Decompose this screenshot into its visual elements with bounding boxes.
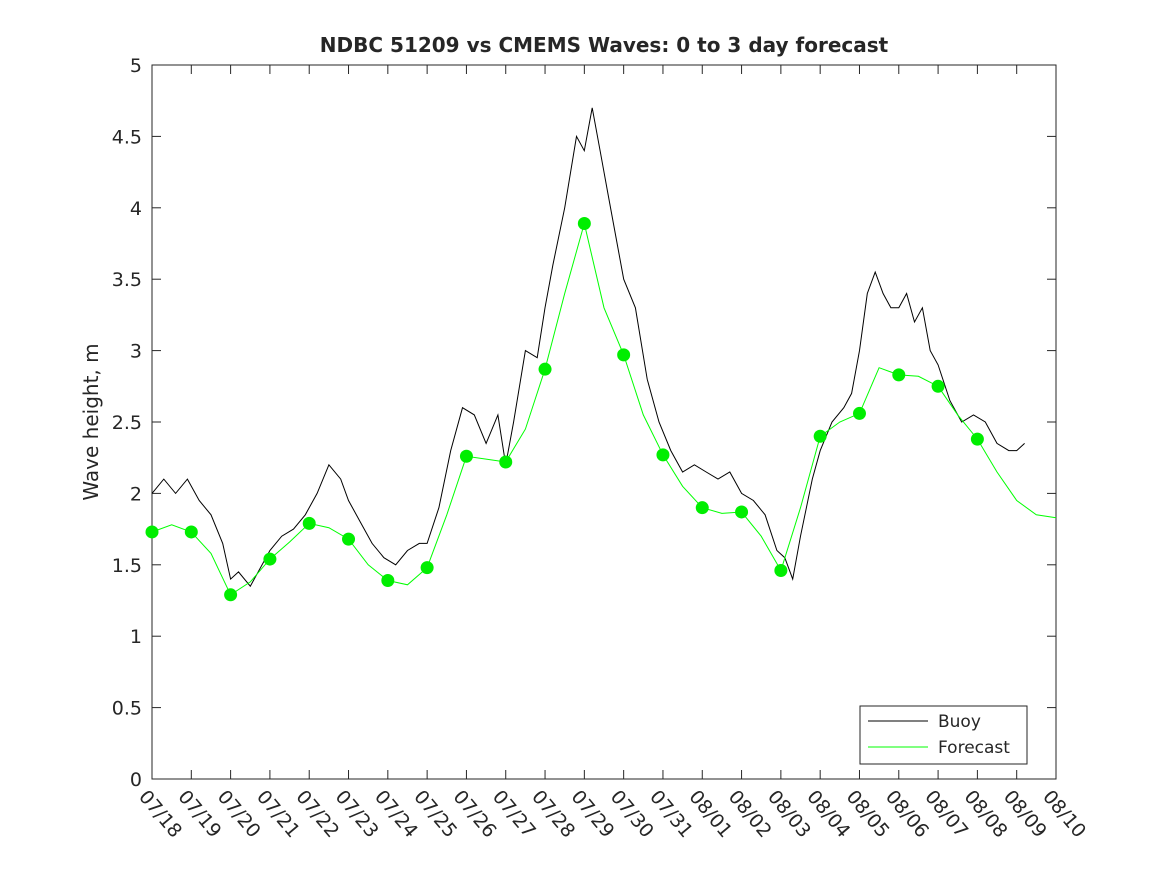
forecast-marker	[774, 564, 788, 578]
forecast-marker	[302, 516, 316, 530]
x-tick-label: 08/06	[881, 786, 933, 842]
forecast-markers	[145, 217, 984, 602]
y-tick-label: 1.5	[112, 555, 142, 577]
y-tick-label: 5	[130, 55, 142, 77]
forecast-marker	[617, 348, 631, 362]
x-tick-label: 07/19	[173, 786, 225, 842]
forecast-marker	[852, 406, 866, 420]
x-tick-label: 08/01	[684, 786, 736, 842]
y-tick-label: 4.5	[112, 126, 142, 148]
y-tick-label: 3.5	[112, 269, 142, 291]
forecast-marker	[577, 217, 591, 231]
x-tick-label: 08/10	[1038, 786, 1090, 842]
forecast-marker	[656, 448, 670, 462]
y-tick-label: 3	[130, 341, 142, 363]
x-tick-label: 08/03	[763, 786, 815, 842]
y-tick-label: 4	[130, 198, 142, 220]
series-layer	[151, 107, 1057, 596]
y-tick-label: 0.5	[112, 698, 142, 720]
forecast-marker	[970, 432, 984, 446]
forecast-marker	[342, 532, 356, 546]
x-tick-label: 07/26	[449, 786, 501, 842]
forecast-marker	[145, 525, 159, 539]
y-tick-label: 2	[130, 483, 142, 505]
y-axis-ticks: 0 0.5 1 1.5 2 2.5 3 3.5 4 4.5 5	[112, 55, 1056, 791]
legend: Buoy Forecast	[859, 705, 1028, 765]
forecast-marker	[184, 525, 198, 539]
y-tick-label: 1	[130, 626, 142, 648]
x-tick-label: 07/27	[488, 786, 540, 842]
forecast-marker	[263, 552, 277, 566]
forecast-marker	[695, 501, 709, 515]
y-tick-label: 2.5	[112, 412, 142, 434]
forecast-marker	[459, 449, 473, 463]
y-tick-label: 0	[130, 769, 142, 791]
x-tick-label: 07/28	[527, 786, 579, 842]
x-tick-label: 08/05	[842, 786, 894, 842]
x-tick-label: 08/04	[802, 786, 854, 842]
forecast-marker	[538, 362, 552, 376]
series-line-forecast	[151, 223, 1057, 596]
x-tick-label: 08/07	[920, 786, 972, 842]
forecast-marker	[420, 561, 434, 575]
forecast-marker	[381, 574, 395, 588]
x-tick-label: 07/24	[370, 786, 422, 842]
legend-label-forecast: Forecast	[938, 738, 1010, 758]
x-tick-label: 08/09	[999, 786, 1051, 842]
x-tick-label: 07/31	[645, 786, 697, 842]
x-tick-label: 07/20	[213, 786, 265, 842]
forecast-marker	[499, 455, 513, 469]
legend-label-buoy: Buoy	[938, 712, 981, 732]
forecast-marker	[931, 379, 945, 393]
forecast-marker	[813, 429, 827, 443]
series-line-buoy	[151, 107, 1025, 588]
legend-box	[859, 705, 1028, 765]
forecast-marker	[735, 505, 749, 519]
forecast-marker	[224, 588, 238, 602]
forecast-marker	[892, 368, 906, 382]
x-tick-label: 08/08	[960, 786, 1012, 842]
x-tick-label: 07/22	[291, 786, 343, 842]
x-tick-label: 07/30	[606, 786, 658, 842]
plot-area	[151, 64, 1057, 780]
x-tick-label: 07/23	[331, 786, 383, 842]
x-tick-label: 07/18	[134, 786, 186, 842]
x-tick-label: 07/21	[252, 786, 304, 842]
y-axis-label: Wave height, m	[79, 343, 103, 500]
x-tick-label: 07/29	[567, 786, 619, 842]
chart-title: NDBC 51209 vs CMEMS Waves: 0 to 3 day fo…	[320, 33, 889, 57]
x-tick-label: 08/02	[724, 786, 776, 842]
x-tick-label: 07/25	[409, 786, 461, 842]
